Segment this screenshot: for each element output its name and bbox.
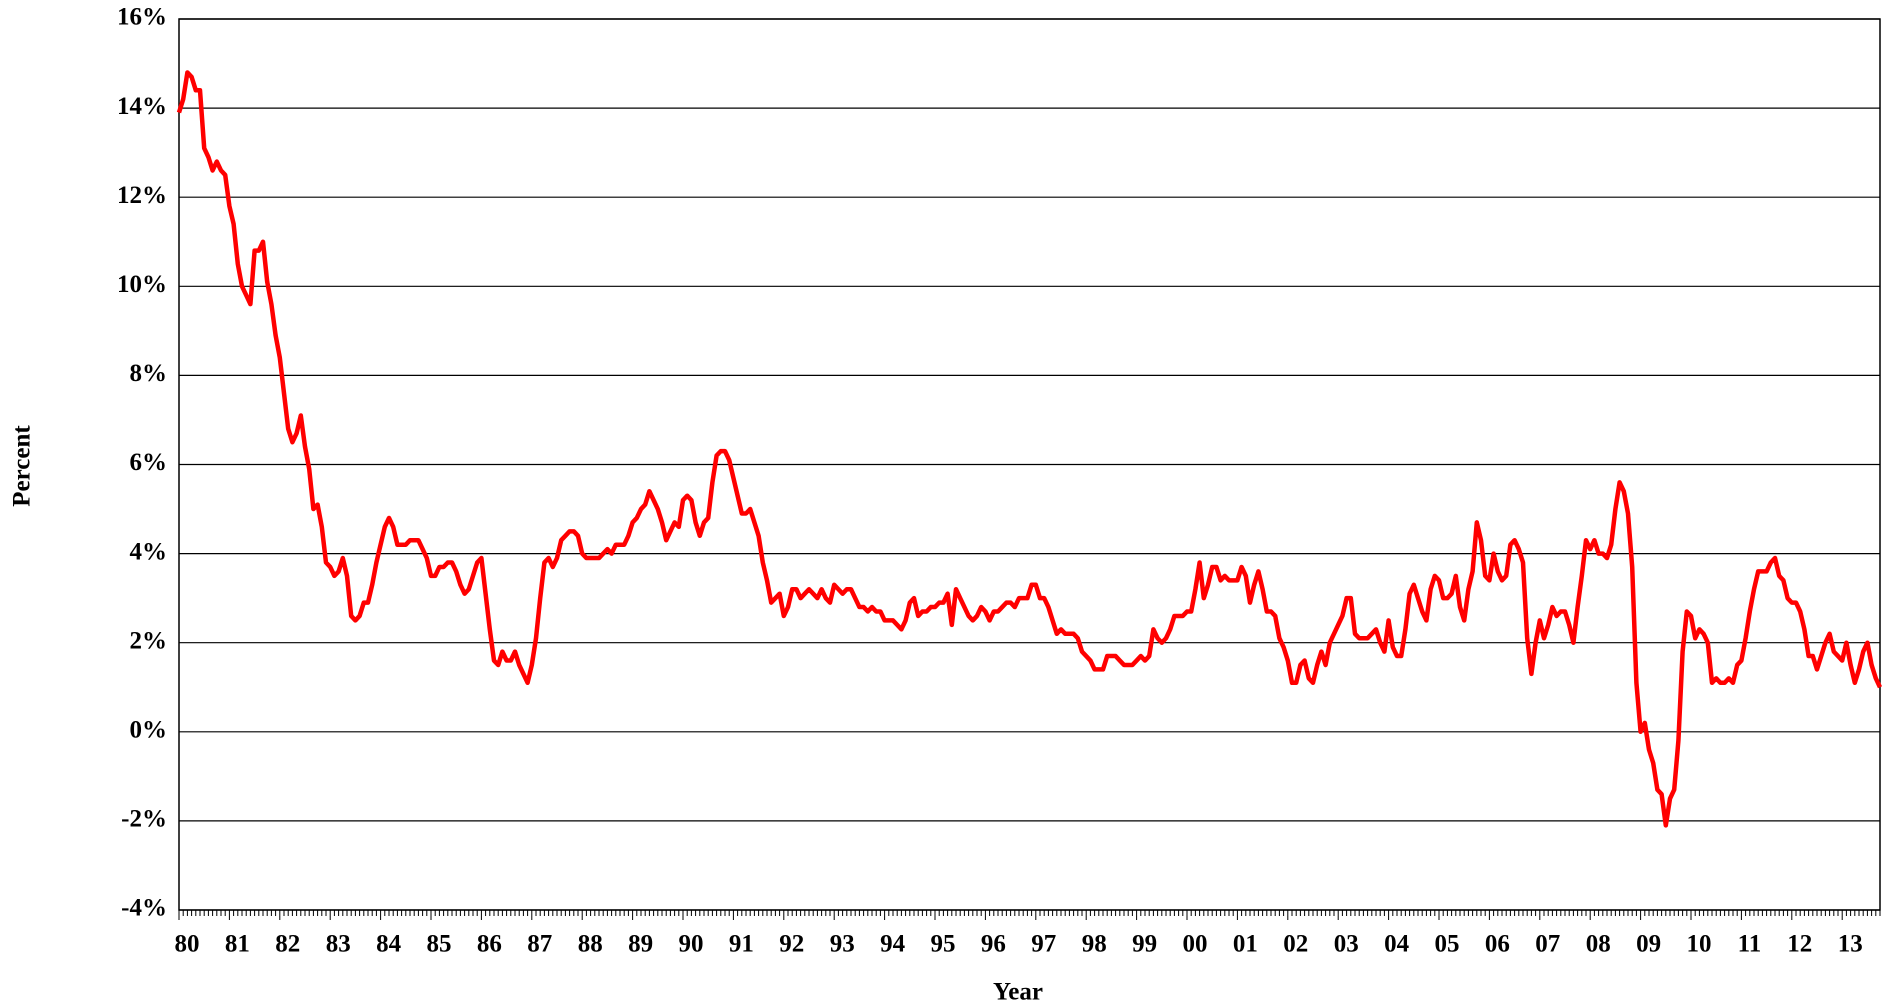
x-tick-label: 82 [275,931,300,958]
x-tick-label: 11 [1738,931,1762,958]
data-line [176,70,1883,828]
x-tick-label: 09 [1636,931,1661,958]
x-tick-label: 81 [225,931,250,958]
y-axis-label: Percent [9,425,36,507]
x-tick-label: 99 [1132,931,1157,958]
y-tick-label: 0% [130,717,168,744]
x-tick-label: 00 [1183,931,1208,958]
x-tick-label: 10 [1687,931,1712,958]
x-tick-label: 84 [376,931,402,958]
x-tick-label: 92 [779,931,804,958]
x-tick-label: 87 [527,931,552,958]
x-tick-label: 98 [1082,931,1107,958]
x-tick-label: 91 [729,931,754,958]
x-tick-label: 93 [830,931,855,958]
x-tick-label: 08 [1586,931,1611,958]
y-tick-label: -4% [121,895,167,922]
x-tick-label: 80 [175,931,200,958]
x-tick-label: 12 [1787,931,1812,958]
y-tick-label: 6% [130,449,168,476]
x-tick-label: 89 [628,931,653,958]
x-tick-label: 94 [880,931,906,958]
x-tick-label: 88 [578,931,603,958]
x-tick-label: 05 [1435,931,1460,958]
y-tick-label: 10% [117,271,167,298]
x-tick-label: 83 [326,931,351,958]
y-tick-label: 8% [130,360,168,387]
y-tick-label: -2% [121,806,167,833]
x-tick-label: 02 [1283,931,1308,958]
plot-frame [178,18,1881,911]
x-tick-label: 96 [981,931,1006,958]
y-tick-label: 2% [130,627,168,654]
x-axis-label: Year [993,979,1043,1006]
x-tick-label: 95 [931,931,956,958]
y-tick-label: 4% [130,538,168,565]
x-tick-label: 03 [1334,931,1359,958]
x-tick-label: 13 [1838,931,1863,958]
y-tick-label: 14% [117,93,167,120]
x-tick-label: 07 [1535,931,1560,958]
y-tick-label: 12% [117,182,167,209]
x-tick-label: 06 [1485,931,1510,958]
x-tick-label: 90 [679,931,704,958]
x-tick-label: 01 [1233,931,1258,958]
y-tick-label: 16% [117,4,167,31]
x-tick-label: 04 [1384,931,1410,958]
x-tick-label: 86 [477,931,502,958]
x-tick-label: 85 [427,931,452,958]
x-tick-label: 97 [1031,931,1056,958]
